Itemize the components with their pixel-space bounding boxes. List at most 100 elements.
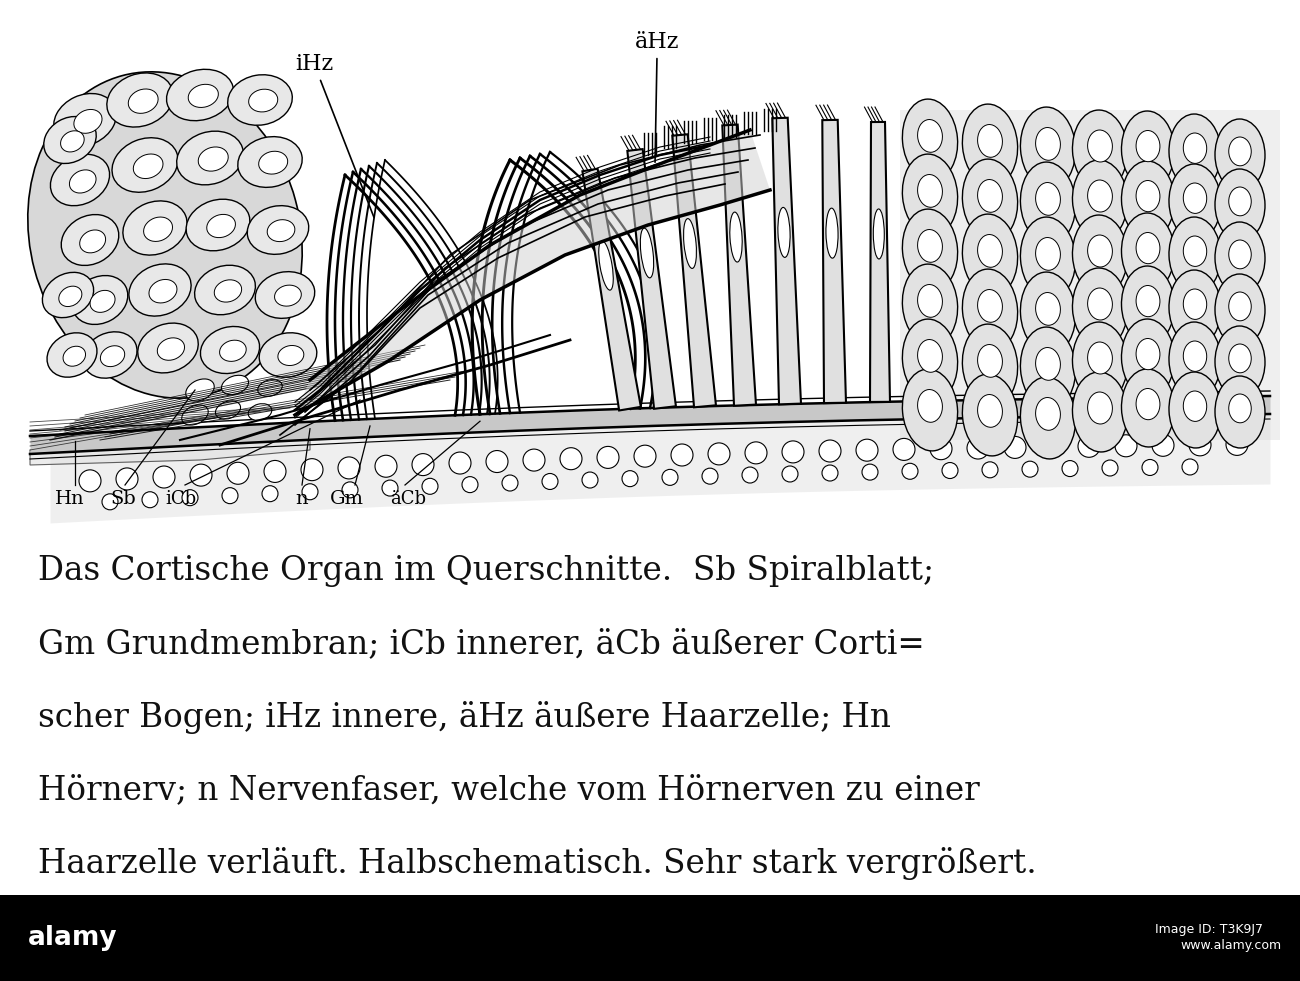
Polygon shape [628,149,676,409]
Ellipse shape [918,230,942,262]
Ellipse shape [729,212,742,262]
Circle shape [902,463,918,480]
Ellipse shape [962,324,1018,406]
Ellipse shape [1036,397,1061,431]
Circle shape [1226,434,1248,455]
Circle shape [967,437,989,459]
Circle shape [930,438,952,460]
Ellipse shape [1122,266,1174,344]
Ellipse shape [1072,160,1127,240]
Circle shape [338,457,360,479]
Ellipse shape [1216,274,1265,346]
Circle shape [142,491,159,508]
Ellipse shape [1136,232,1160,264]
Ellipse shape [1122,213,1174,291]
Ellipse shape [599,240,614,290]
Ellipse shape [100,345,125,367]
Ellipse shape [978,344,1002,378]
Ellipse shape [1072,372,1127,452]
Ellipse shape [1183,133,1206,164]
Ellipse shape [1216,119,1265,191]
Ellipse shape [47,333,98,378]
Text: www.alamy.com: www.alamy.com [1180,940,1280,953]
Polygon shape [900,110,1280,440]
Circle shape [1022,461,1037,477]
Circle shape [1115,435,1138,457]
Circle shape [1041,436,1063,458]
Ellipse shape [64,346,86,366]
Ellipse shape [1122,369,1174,447]
Ellipse shape [79,230,105,253]
Ellipse shape [684,219,697,269]
Text: Gm Grundmembran; iCb innerer, äCb äußerer Corti=: Gm Grundmembran; iCb innerer, äCb äußere… [38,628,924,660]
Ellipse shape [1228,344,1252,373]
Ellipse shape [962,159,1018,241]
Ellipse shape [1020,327,1075,409]
Ellipse shape [177,131,243,184]
Circle shape [597,446,619,468]
Ellipse shape [227,75,292,126]
Ellipse shape [188,84,218,108]
Circle shape [302,484,318,499]
Text: Haarzelle verläuft. Halbschematisch. Sehr stark vergrößert.: Haarzelle verläuft. Halbschematisch. Seh… [38,847,1036,880]
Ellipse shape [107,73,173,128]
Ellipse shape [27,72,302,398]
Ellipse shape [1122,111,1174,189]
Circle shape [822,465,838,481]
Circle shape [222,488,238,503]
Ellipse shape [1136,388,1160,420]
Ellipse shape [1036,182,1061,215]
Ellipse shape [1169,164,1221,240]
Ellipse shape [978,289,1002,323]
Ellipse shape [195,265,255,315]
Ellipse shape [1169,270,1221,346]
Text: alamy: alamy [29,925,117,951]
Circle shape [942,462,958,479]
Circle shape [1102,460,1118,476]
Polygon shape [672,134,716,407]
Circle shape [542,474,558,490]
Ellipse shape [962,269,1018,351]
Ellipse shape [1136,130,1160,162]
Ellipse shape [248,89,278,112]
Polygon shape [582,169,641,410]
Text: Hörnerv; n Nervenfaser, welche vom Hörnerven zu einer: Hörnerv; n Nervenfaser, welche vom Hörne… [38,774,980,806]
Ellipse shape [186,379,214,401]
Circle shape [745,441,767,464]
Ellipse shape [918,339,942,372]
Circle shape [560,447,582,470]
Ellipse shape [166,70,234,121]
Ellipse shape [1228,292,1252,321]
Bar [0,895,1300,981]
Circle shape [742,467,758,483]
Ellipse shape [73,276,127,325]
Circle shape [819,440,841,462]
Circle shape [1078,436,1100,457]
Ellipse shape [51,154,109,206]
Ellipse shape [143,217,173,241]
Circle shape [190,464,212,487]
Ellipse shape [918,389,942,422]
Ellipse shape [1072,110,1127,190]
Ellipse shape [1136,285,1160,317]
Ellipse shape [214,280,242,302]
Ellipse shape [1216,376,1265,448]
Ellipse shape [61,215,118,266]
Ellipse shape [826,208,838,258]
Ellipse shape [1036,347,1061,381]
Ellipse shape [150,280,177,303]
Ellipse shape [962,374,1018,456]
Ellipse shape [962,214,1018,296]
Ellipse shape [978,125,1002,157]
Circle shape [116,468,138,490]
Circle shape [374,455,396,477]
Text: äHz: äHz [634,31,680,162]
Ellipse shape [1020,217,1075,299]
Text: Image ID: T3K9J7: Image ID: T3K9J7 [1154,923,1264,937]
Ellipse shape [259,333,317,378]
Circle shape [502,475,517,491]
Ellipse shape [134,154,162,179]
Ellipse shape [1036,292,1061,326]
Circle shape [342,482,358,498]
Circle shape [582,472,598,488]
